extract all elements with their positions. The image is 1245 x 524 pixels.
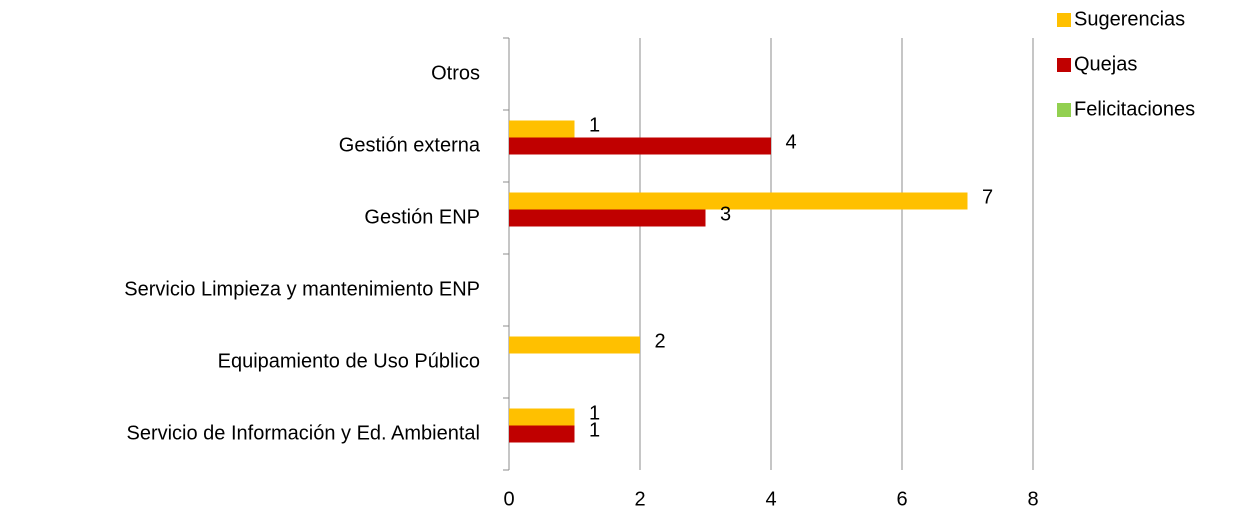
data-label: 1: [589, 114, 600, 136]
bar: [509, 192, 968, 210]
legend-swatch: [1057, 103, 1071, 117]
bar: [509, 336, 640, 354]
legend-swatch: [1057, 13, 1071, 27]
x-tick-label: 6: [896, 488, 907, 510]
bar: [509, 408, 575, 426]
legend-label: Sugerencias: [1074, 8, 1185, 30]
data-label: 4: [785, 131, 796, 153]
bar: [509, 425, 575, 443]
legend-label: Felicitaciones: [1074, 98, 1195, 120]
data-label: 3: [720, 203, 731, 225]
legend-swatch: [1057, 58, 1071, 72]
y-tick-label: Otros: [431, 62, 480, 84]
x-tick-label: 0: [503, 488, 514, 510]
data-label: 2: [654, 330, 665, 352]
legend-label: Quejas: [1074, 53, 1137, 75]
data-label: 1: [589, 402, 600, 424]
data-label: 1: [589, 419, 600, 441]
y-tick-label: Servicio de Información y Ed. Ambiental: [126, 422, 480, 444]
x-tick-label: 4: [765, 488, 776, 510]
bar: [509, 209, 706, 227]
y-tick-label: Equipamiento de Uso Público: [218, 350, 480, 372]
bar: [509, 137, 771, 155]
y-tick-label: Gestión ENP: [364, 206, 480, 228]
x-tick-label: 2: [634, 488, 645, 510]
x-tick-label: 8: [1027, 488, 1038, 510]
y-tick-label: Servicio Limpieza y mantenimiento ENP: [124, 278, 480, 300]
data-label: 7: [982, 186, 993, 208]
y-tick-label: Gestión externa: [339, 134, 481, 156]
bar: [509, 120, 575, 138]
